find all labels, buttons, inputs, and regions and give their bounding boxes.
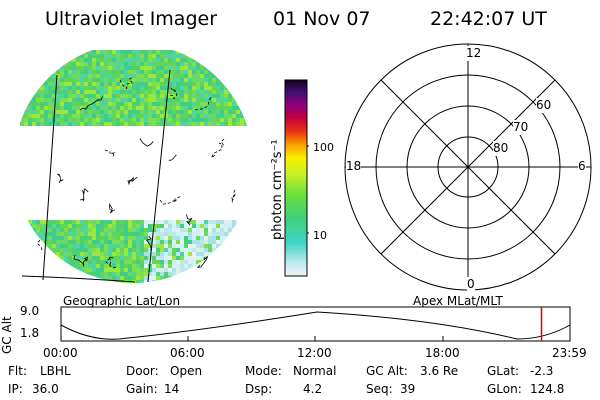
- colorbar-unit-label: photon cm⁻²s⁻¹: [270, 139, 285, 240]
- mlat-label-70: 70: [513, 120, 529, 135]
- alt-tick-9: 9.0: [20, 304, 40, 318]
- status-gc-alt-value: 3.6 Re: [420, 364, 459, 378]
- time-tick-00: 00:00: [43, 346, 78, 360]
- status-gain-value: 14: [164, 382, 180, 396]
- intensity-colorbar: [284, 79, 309, 277]
- status-dsp-value: 4.2: [303, 382, 323, 396]
- time-tick-2359: 23:59: [552, 346, 587, 360]
- status-dsp-key: Dsp:: [245, 382, 273, 396]
- imager-title: Ultraviolet Imager: [45, 8, 218, 30]
- status-ip-key: IP:: [8, 382, 23, 396]
- time-tick-18: 18:00: [425, 346, 460, 360]
- status-glon-key: GLon:: [487, 382, 522, 396]
- time-tick-06: 06:00: [170, 346, 205, 360]
- status-glat-value: -2.3: [530, 364, 554, 378]
- polar-mlat-mlt-plot: [344, 43, 592, 291]
- status-gc-alt-key: GC Alt:: [366, 364, 408, 378]
- colorbar-tick-10: 10: [313, 229, 327, 242]
- status-gain-key: Gain:: [126, 382, 158, 396]
- mlt-label-12: 12: [466, 46, 482, 61]
- status-ip-value: 36.0: [32, 382, 59, 396]
- earth-image: [20, 50, 253, 283]
- time-tick-12: 12:00: [297, 346, 332, 360]
- mlat-label-60: 60: [536, 98, 552, 113]
- status-mode-value: Normal: [293, 364, 337, 378]
- status-mode-key: Mode:: [245, 364, 282, 378]
- mlat-label-80: 80: [493, 141, 509, 156]
- status-door-key: Door:: [126, 364, 159, 378]
- status-glat-key: GLat:: [487, 364, 520, 378]
- apex-caption: Apex MLat/MLT: [413, 294, 503, 308]
- aurora-band-north: [20, 50, 253, 126]
- mlt-label-6: 6: [578, 159, 586, 174]
- gc-alt-axis-label: GC Alt: [0, 316, 14, 354]
- lat-lon-grid: [21, 69, 171, 283]
- date-label: 01 Nov 07: [273, 8, 371, 30]
- status-flt-key: Flt:: [8, 364, 27, 378]
- mlt-label-0: 0: [467, 277, 475, 292]
- status-door-value: Open: [170, 364, 203, 378]
- geographic-caption: Geographic Lat/Lon: [63, 294, 181, 308]
- status-seq-value: 39: [400, 382, 416, 396]
- time-label: 22:42:07 UT: [430, 8, 547, 30]
- colorbar-tick-100: 100: [313, 141, 334, 154]
- aurora-band-south: [20, 220, 253, 283]
- status-seq-key: Seq:: [366, 382, 393, 396]
- mlt-label-18: 18: [346, 159, 362, 174]
- coastline-outlines: [36, 76, 236, 269]
- orbit-altitude-plot: [60, 306, 571, 342]
- alt-tick-1-8: 1.8: [20, 326, 40, 340]
- status-glon-value: 124.8: [530, 382, 565, 396]
- status-flt-value: LBHL: [40, 364, 71, 378]
